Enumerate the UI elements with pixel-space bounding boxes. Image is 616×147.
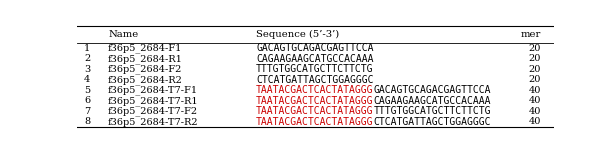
- Text: CAGAAGAAGCATGCCACAAA: CAGAAGAAGCATGCCACAAA: [256, 54, 373, 64]
- Text: Name: Name: [108, 30, 138, 39]
- Text: 3: 3: [84, 65, 91, 74]
- Text: 40: 40: [529, 107, 541, 116]
- Text: f36p5_2684-T7-F2: f36p5_2684-T7-F2: [108, 107, 198, 116]
- Text: 40: 40: [529, 96, 541, 105]
- Text: f36p5_2684-F2: f36p5_2684-F2: [108, 65, 182, 74]
- Text: mer: mer: [521, 30, 541, 39]
- Text: TAATACGACTCACTATAGGG: TAATACGACTCACTATAGGG: [256, 96, 373, 106]
- Text: TTTGTGGCATGCTTCTTCTG: TTTGTGGCATGCTTCTTCTG: [256, 64, 373, 74]
- Text: TTTGTGGCATGCTTCTTCTG: TTTGTGGCATGCTTCTTCTG: [373, 106, 491, 116]
- Text: TAATACGACTCACTATAGGG: TAATACGACTCACTATAGGG: [256, 85, 373, 95]
- Text: f36p5_2684-R2: f36p5_2684-R2: [108, 75, 183, 85]
- Text: 5: 5: [84, 86, 91, 95]
- Text: CTCATGATTAGCTGGAGGGC: CTCATGATTAGCTGGAGGGC: [373, 117, 491, 127]
- Text: 8: 8: [84, 117, 91, 126]
- Text: GACAGTGCAGACGAGTTCCA: GACAGTGCAGACGAGTTCCA: [256, 43, 373, 53]
- Text: f36p5_2684-T7-R1: f36p5_2684-T7-R1: [108, 96, 198, 106]
- Text: Sequence (5’-3’): Sequence (5’-3’): [256, 30, 339, 39]
- Text: 20: 20: [529, 65, 541, 74]
- Text: CTCATGATTAGCTGGAGGGC: CTCATGATTAGCTGGAGGGC: [256, 75, 373, 85]
- Text: TAATACGACTCACTATAGGG: TAATACGACTCACTATAGGG: [256, 117, 373, 127]
- Text: f36p5_2684-T7-R2: f36p5_2684-T7-R2: [108, 117, 198, 127]
- Text: TAATACGACTCACTATAGGG: TAATACGACTCACTATAGGG: [256, 106, 373, 116]
- Text: 1: 1: [84, 44, 91, 53]
- Text: f36p5_2684-F1: f36p5_2684-F1: [108, 44, 182, 53]
- Text: 40: 40: [529, 117, 541, 126]
- Text: f36p5_2684-T7-F1: f36p5_2684-T7-F1: [108, 86, 198, 95]
- Text: 40: 40: [529, 86, 541, 95]
- Text: 7: 7: [84, 107, 91, 116]
- Text: 4: 4: [84, 75, 91, 84]
- Text: f36p5_2684-R1: f36p5_2684-R1: [108, 54, 183, 64]
- Text: 20: 20: [529, 54, 541, 63]
- Text: CAGAAGAAGCATGCCACAAA: CAGAAGAAGCATGCCACAAA: [373, 96, 491, 106]
- Text: 2: 2: [84, 54, 91, 63]
- Text: GACAGTGCAGACGAGTTCCA: GACAGTGCAGACGAGTTCCA: [373, 85, 491, 95]
- Text: 6: 6: [84, 96, 91, 105]
- Text: 20: 20: [529, 44, 541, 53]
- Text: 20: 20: [529, 75, 541, 84]
